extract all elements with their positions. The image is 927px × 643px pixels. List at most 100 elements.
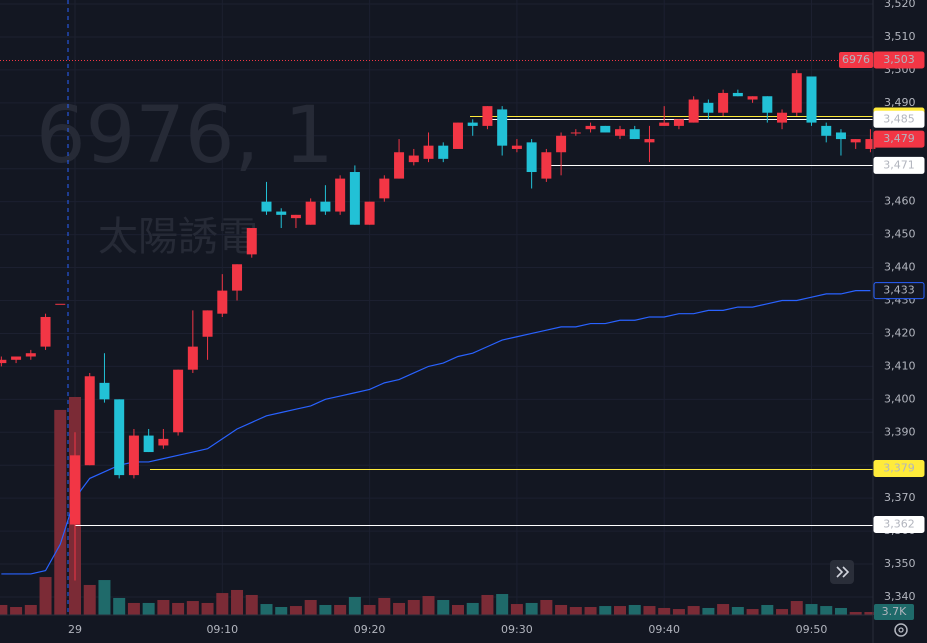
volume-label: 3.7K	[882, 605, 907, 618]
candle-body	[217, 290, 228, 314]
candle-body	[246, 228, 257, 255]
level-label-box	[873, 156, 925, 174]
axes: 3,3403,3503,3603,3703,3803,3903,4003,410…	[68, 0, 925, 636]
candle-body	[482, 106, 493, 126]
volume-bar	[540, 599, 553, 615]
level-label: 3,471	[883, 158, 915, 171]
candle-body	[349, 172, 360, 225]
candle-body	[541, 152, 552, 179]
volume-bar	[481, 594, 494, 615]
volume-bar	[643, 606, 656, 615]
marker-label-box	[873, 51, 925, 69]
volume-bar	[172, 602, 185, 615]
volume-bar	[127, 602, 140, 615]
level-label-box	[873, 516, 925, 534]
candle-body	[423, 145, 434, 159]
candle-body	[99, 382, 110, 400]
y-tick-label: 3,440	[884, 261, 916, 274]
volume-bar	[849, 612, 862, 615]
volume-bar	[805, 604, 818, 615]
volume-bar	[569, 607, 582, 615]
y-tick-label: 3,520	[884, 0, 916, 10]
candle-body	[25, 353, 36, 357]
y-tick-label: 3,370	[884, 491, 916, 504]
volume-bar	[761, 604, 774, 615]
level-label-box	[873, 460, 925, 478]
volume-bar	[717, 604, 730, 615]
plot	[0, 60, 877, 615]
x-tick-label: 09:10	[206, 623, 238, 636]
volume-bar	[407, 599, 420, 615]
y-tick-label: 3,450	[884, 228, 916, 241]
candle-body	[732, 92, 743, 97]
volume-bar	[304, 599, 317, 615]
y-tick-label: 3,350	[884, 557, 916, 570]
candle-body	[11, 356, 22, 360]
level-label: 3,379	[883, 462, 915, 475]
volume-bar	[702, 607, 715, 615]
candle-body	[55, 303, 66, 305]
candle-body	[806, 76, 817, 123]
volume-bar	[348, 596, 361, 615]
candle-body	[467, 122, 478, 126]
candle-body	[187, 346, 198, 370]
candle-body	[408, 155, 419, 163]
candle-body	[379, 178, 390, 199]
x-tick-label: 29	[68, 623, 82, 636]
volume-bar	[790, 601, 803, 615]
volume-bar	[393, 602, 406, 615]
volume-bar	[555, 604, 568, 615]
volume-bar	[113, 597, 126, 615]
y-tick-label: 3,390	[884, 425, 916, 438]
x-tick-label: 09:20	[354, 623, 386, 636]
candle-body	[570, 132, 581, 134]
candle-body	[511, 145, 522, 149]
volume-bar	[231, 589, 244, 615]
volume-bar	[83, 584, 96, 615]
candle-body	[438, 145, 449, 159]
candle-body	[718, 92, 729, 113]
volume-bar	[24, 604, 37, 615]
y-tick-label: 3,340	[884, 590, 916, 603]
y-tick-label: 3,510	[884, 30, 916, 43]
marker-tag: 6976	[842, 53, 870, 66]
x-tick-label: 09:40	[648, 623, 680, 636]
candle-body	[688, 99, 699, 123]
volume-bar	[466, 602, 479, 615]
watermark-symbol: 6976, 1	[36, 91, 334, 181]
candle-body	[526, 142, 537, 173]
candle-body	[747, 96, 758, 100]
candle-body	[158, 438, 169, 446]
volume-bar	[216, 593, 229, 615]
candle-body	[202, 310, 213, 337]
candle-body	[556, 135, 567, 153]
x-tick-label: 09:30	[501, 623, 533, 636]
volume-label-box	[874, 604, 914, 621]
volume-bar	[378, 597, 391, 615]
volume-bar	[157, 599, 170, 615]
volume-bar	[584, 607, 597, 615]
level-label: 3,362	[883, 518, 915, 531]
candle-body	[143, 435, 154, 453]
candle-body	[673, 119, 684, 126]
marker-tag-box	[839, 52, 873, 69]
volume-bar	[422, 596, 435, 615]
candle-body	[659, 122, 670, 126]
volume-bar	[54, 409, 67, 615]
volume-bar	[186, 601, 199, 615]
volume-bar	[672, 609, 685, 615]
candle-body	[850, 139, 861, 143]
candle-body	[629, 129, 640, 140]
candle-body	[232, 264, 243, 291]
volume-bar	[334, 604, 347, 615]
scroll-button[interactable]	[830, 560, 854, 584]
y-tick-label: 3,490	[884, 96, 916, 109]
candle-body	[335, 178, 346, 212]
candle-body	[364, 201, 375, 225]
y-tick-label: 3,420	[884, 326, 916, 339]
candle-body	[320, 201, 331, 212]
settings-button[interactable]	[894, 623, 908, 637]
volume-bar	[746, 609, 759, 615]
volume-bar	[289, 606, 302, 615]
volume-bar	[614, 606, 627, 615]
